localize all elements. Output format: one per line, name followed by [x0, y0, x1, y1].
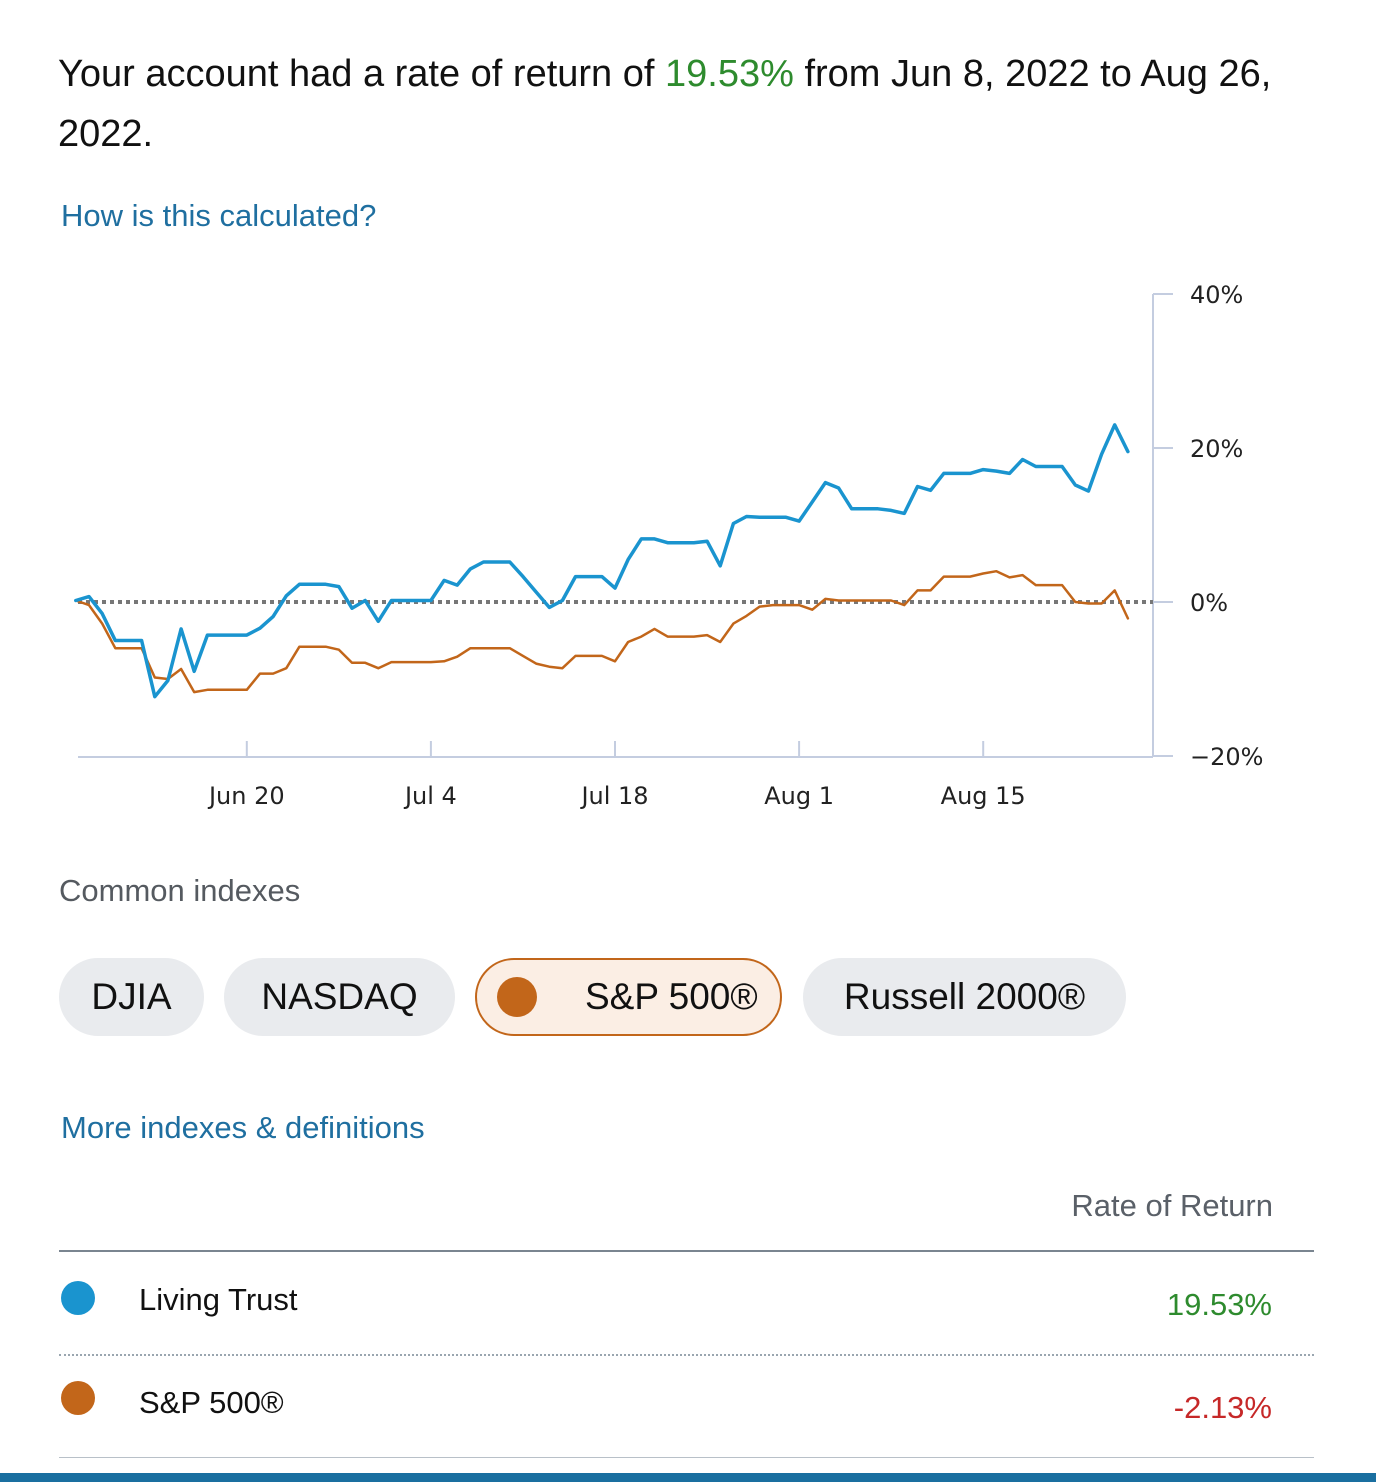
summary-prefix: Your account had a rate of return of	[58, 53, 665, 95]
more-indexes-link[interactable]: More indexes & definitions	[61, 1110, 425, 1145]
series-line-sp500	[74, 569, 1130, 694]
summary-suffix: from Jun 8, 2022 to Aug 26, 2022.	[58, 53, 1272, 155]
table-row-value: -2.13%	[1173, 1390, 1272, 1425]
table-row-value: 19.53%	[1166, 1287, 1272, 1322]
sp500-row-color-dot-icon	[61, 1381, 95, 1415]
x-axis-tick-label: Aug 15	[941, 782, 1026, 810]
rate-of-return-summary: Your account had a rate of return of 19.…	[58, 44, 1328, 164]
x-axis-tick-label: Jul 4	[403, 782, 457, 810]
living-trust-color-dot-icon	[61, 1281, 95, 1315]
x-axis-tick-label: Jul 18	[579, 782, 648, 810]
table-row-divider	[59, 1354, 1314, 1356]
x-axis-tick-label: Jun 20	[207, 782, 285, 810]
index-pill-nasdaq[interactable]: NASDAQ	[224, 958, 455, 1036]
x-axis-tick-label: Aug 1	[764, 782, 834, 810]
index-pill-sp500[interactable]: S&P 500®	[475, 958, 782, 1036]
summary-rate: 19.53%	[665, 53, 794, 95]
index-pill-russell-2000[interactable]: Russell 2000®	[803, 958, 1126, 1036]
common-indexes-title: Common indexes	[59, 873, 301, 908]
index-pill-label: DJIA	[91, 976, 172, 1017]
y-axis-tick-label: −20%	[1190, 743, 1263, 771]
table-row-label: Living Trust	[139, 1282, 298, 1317]
series-line-living-trust	[74, 423, 1130, 699]
table-header-divider	[59, 1250, 1314, 1252]
index-pill-djia[interactable]: DJIA	[59, 958, 204, 1036]
table-row-label: S&P 500®	[139, 1385, 284, 1420]
how-calculated-link[interactable]: How is this calculated?	[61, 198, 377, 233]
index-pill-label: NASDAQ	[261, 976, 418, 1017]
y-axis-tick-label: 20%	[1190, 435, 1243, 463]
index-pill-label: S&P 500®	[585, 976, 758, 1017]
y-axis-tick-label: 0%	[1190, 589, 1228, 617]
table-bottom-divider	[59, 1457, 1314, 1458]
rate-of-return-column-header: Rate of Return	[1071, 1188, 1273, 1223]
index-pill-label: Russell 2000®	[843, 976, 1086, 1017]
y-axis-tick-label: 40%	[1190, 281, 1243, 309]
sp500-color-dot-icon	[497, 977, 537, 1017]
bottom-accent-bar	[0, 1473, 1376, 1482]
performance-chart: 40% 20% 0% −20% Jun 20 Jul 4 Jul 18 Aug 1 Aug 15	[74, 281, 1263, 810]
